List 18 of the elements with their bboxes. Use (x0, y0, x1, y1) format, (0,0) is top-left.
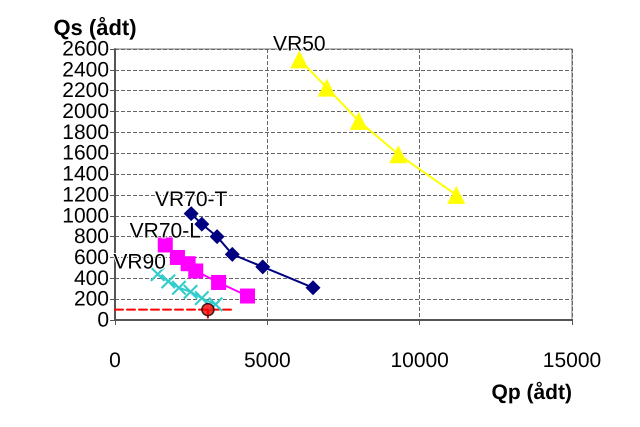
y-axis-title: Qs (ådt) (53, 15, 137, 40)
y-tick-label: 0 (97, 308, 109, 332)
y-tick-label: 2400 (62, 58, 109, 82)
y-tick-label: 800 (74, 225, 109, 248)
y-tick-label: 2200 (62, 79, 109, 102)
y-tick-label: 2000 (62, 100, 109, 124)
x-tick-label: 10000 (390, 349, 449, 372)
y-tick-label: 400 (74, 266, 109, 290)
y-tick-label: 200 (74, 288, 109, 311)
y-tick-label: 1600 (62, 142, 109, 165)
y-tick-label: 1200 (62, 183, 109, 206)
y-tick-label: 1800 (62, 120, 109, 144)
y-tick-label: 1400 (62, 162, 109, 186)
y-tick-label: 1000 (62, 204, 109, 228)
y-tick-label: 600 (74, 246, 109, 269)
x-tick-label: 5000 (244, 349, 291, 372)
x-tick-label: 15000 (542, 349, 602, 372)
x-axis-title: Qp (ådt) (492, 381, 572, 404)
